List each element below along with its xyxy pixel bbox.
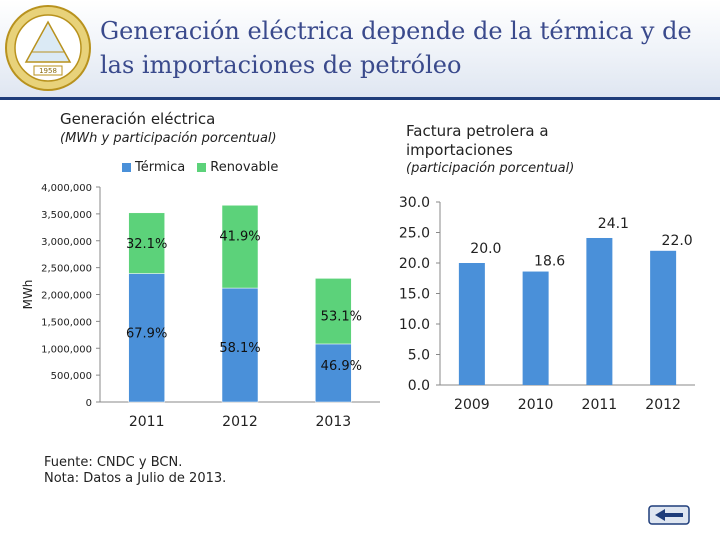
right-data-label: 24.1 bbox=[598, 216, 629, 232]
right-bar bbox=[586, 237, 613, 385]
left-data-label-thermal: 67.9% bbox=[126, 327, 167, 342]
right-data-label: 22.0 bbox=[662, 233, 693, 249]
legend-swatch-renewable bbox=[197, 163, 207, 172]
header-band bbox=[0, 0, 720, 98]
right-data-label: 20.0 bbox=[470, 241, 501, 257]
right-x-tick-label: 2009 bbox=[454, 397, 490, 413]
left-y-tick-label: 3,500,000 bbox=[41, 210, 92, 221]
right-chart-subtitle: (participación porcentual) bbox=[406, 161, 575, 176]
right-x-tick-label: 2010 bbox=[518, 397, 554, 413]
legend-item-renewable: Renovable bbox=[197, 160, 278, 175]
left-data-label-thermal: 46.9% bbox=[321, 359, 362, 374]
right-chart-oil-bill: 0.0 5.0 10.0 15.0 20.0 25.0 30.0 20.0 2009 18.6 20… bbox=[399, 195, 695, 413]
footer-source: Fuente: CNDC y BCN. bbox=[44, 455, 183, 470]
left-data-label-thermal: 58.1% bbox=[219, 341, 260, 356]
left-bar-thermal bbox=[315, 343, 352, 403]
right-chart-title: Factura petrolera a importaciones bbox=[406, 122, 549, 159]
left-bar-renewable bbox=[221, 205, 259, 289]
right-bar bbox=[650, 250, 677, 385]
footer-note: Nota: Datos a Julio de 2013. bbox=[44, 471, 227, 486]
right-x-tick-label: 2011 bbox=[582, 397, 618, 413]
right-y-tick-label: 25.0 bbox=[399, 226, 430, 242]
left-x-tick-label: 2013 bbox=[316, 414, 352, 430]
left-y-tick-label: 0 bbox=[86, 398, 92, 409]
left-y-tick-label: 1,000,000 bbox=[41, 344, 92, 355]
right-bar bbox=[522, 271, 549, 385]
left-y-tick-label: 4,000,000 bbox=[41, 183, 92, 194]
left-chart-electric-generation: 0 500,000 1,000,000 1,500,000 2,000,000 2,500… bbox=[21, 183, 380, 430]
left-bar-thermal bbox=[221, 287, 259, 403]
central-bank-seal-logo: 1958 bbox=[5, 5, 91, 91]
right-bar bbox=[458, 263, 485, 385]
left-bar-renewable bbox=[315, 278, 352, 345]
left-data-label-renewable: 53.1% bbox=[321, 309, 362, 324]
legend-item-thermal: Térmica bbox=[122, 160, 185, 175]
left-y-tick-label: 3,000,000 bbox=[41, 237, 92, 248]
right-data-label: 18.6 bbox=[534, 254, 565, 270]
left-bar-renewable bbox=[128, 212, 165, 274]
footer-notes: Fuente: CNDC y BCN. Nota: Datos a Julio … bbox=[44, 455, 226, 487]
left-data-label-renewable: 41.9% bbox=[219, 229, 260, 244]
page-title: Generación eléctrica depende de la térmi… bbox=[100, 17, 692, 79]
left-chart-subtitle: (MWh y participación porcentual) bbox=[60, 131, 277, 146]
left-y-tick-label: 2,000,000 bbox=[41, 291, 92, 302]
right-x-tick-label: 2012 bbox=[645, 397, 681, 413]
left-chart-title: Generación eléctrica bbox=[60, 110, 216, 128]
right-y-tick-label: 0.0 bbox=[408, 378, 430, 394]
left-y-tick-label: 1,500,000 bbox=[41, 317, 92, 328]
left-y-tick-label: 2,500,000 bbox=[41, 264, 92, 275]
left-y-tick-label: 500,000 bbox=[51, 371, 92, 382]
legend-label-thermal: Térmica bbox=[135, 160, 186, 175]
left-chart-legend: Térmica Renovable bbox=[122, 160, 290, 175]
right-y-tick-label: 15.0 bbox=[399, 287, 430, 303]
left-x-tick-label: 2011 bbox=[129, 414, 165, 430]
right-y-tick-label: 30.0 bbox=[399, 195, 430, 211]
right-y-tick-label: 20.0 bbox=[399, 256, 430, 272]
right-y-tick-label: 10.0 bbox=[399, 317, 430, 333]
legend-label-renewable: Renovable bbox=[210, 160, 279, 175]
logo-year: 1958 bbox=[39, 67, 57, 75]
left-x-tick-label: 2012 bbox=[222, 414, 258, 430]
left-bar-thermal bbox=[128, 273, 165, 403]
left-y-axis-label: MWh bbox=[21, 280, 35, 310]
header-rule bbox=[0, 97, 720, 100]
back-arrow-button[interactable] bbox=[648, 505, 690, 525]
legend-swatch-thermal bbox=[122, 163, 131, 172]
left-arrow-icon bbox=[655, 509, 683, 521]
left-data-label-renewable: 32.1% bbox=[126, 237, 167, 252]
right-y-tick-label: 5.0 bbox=[408, 348, 430, 364]
